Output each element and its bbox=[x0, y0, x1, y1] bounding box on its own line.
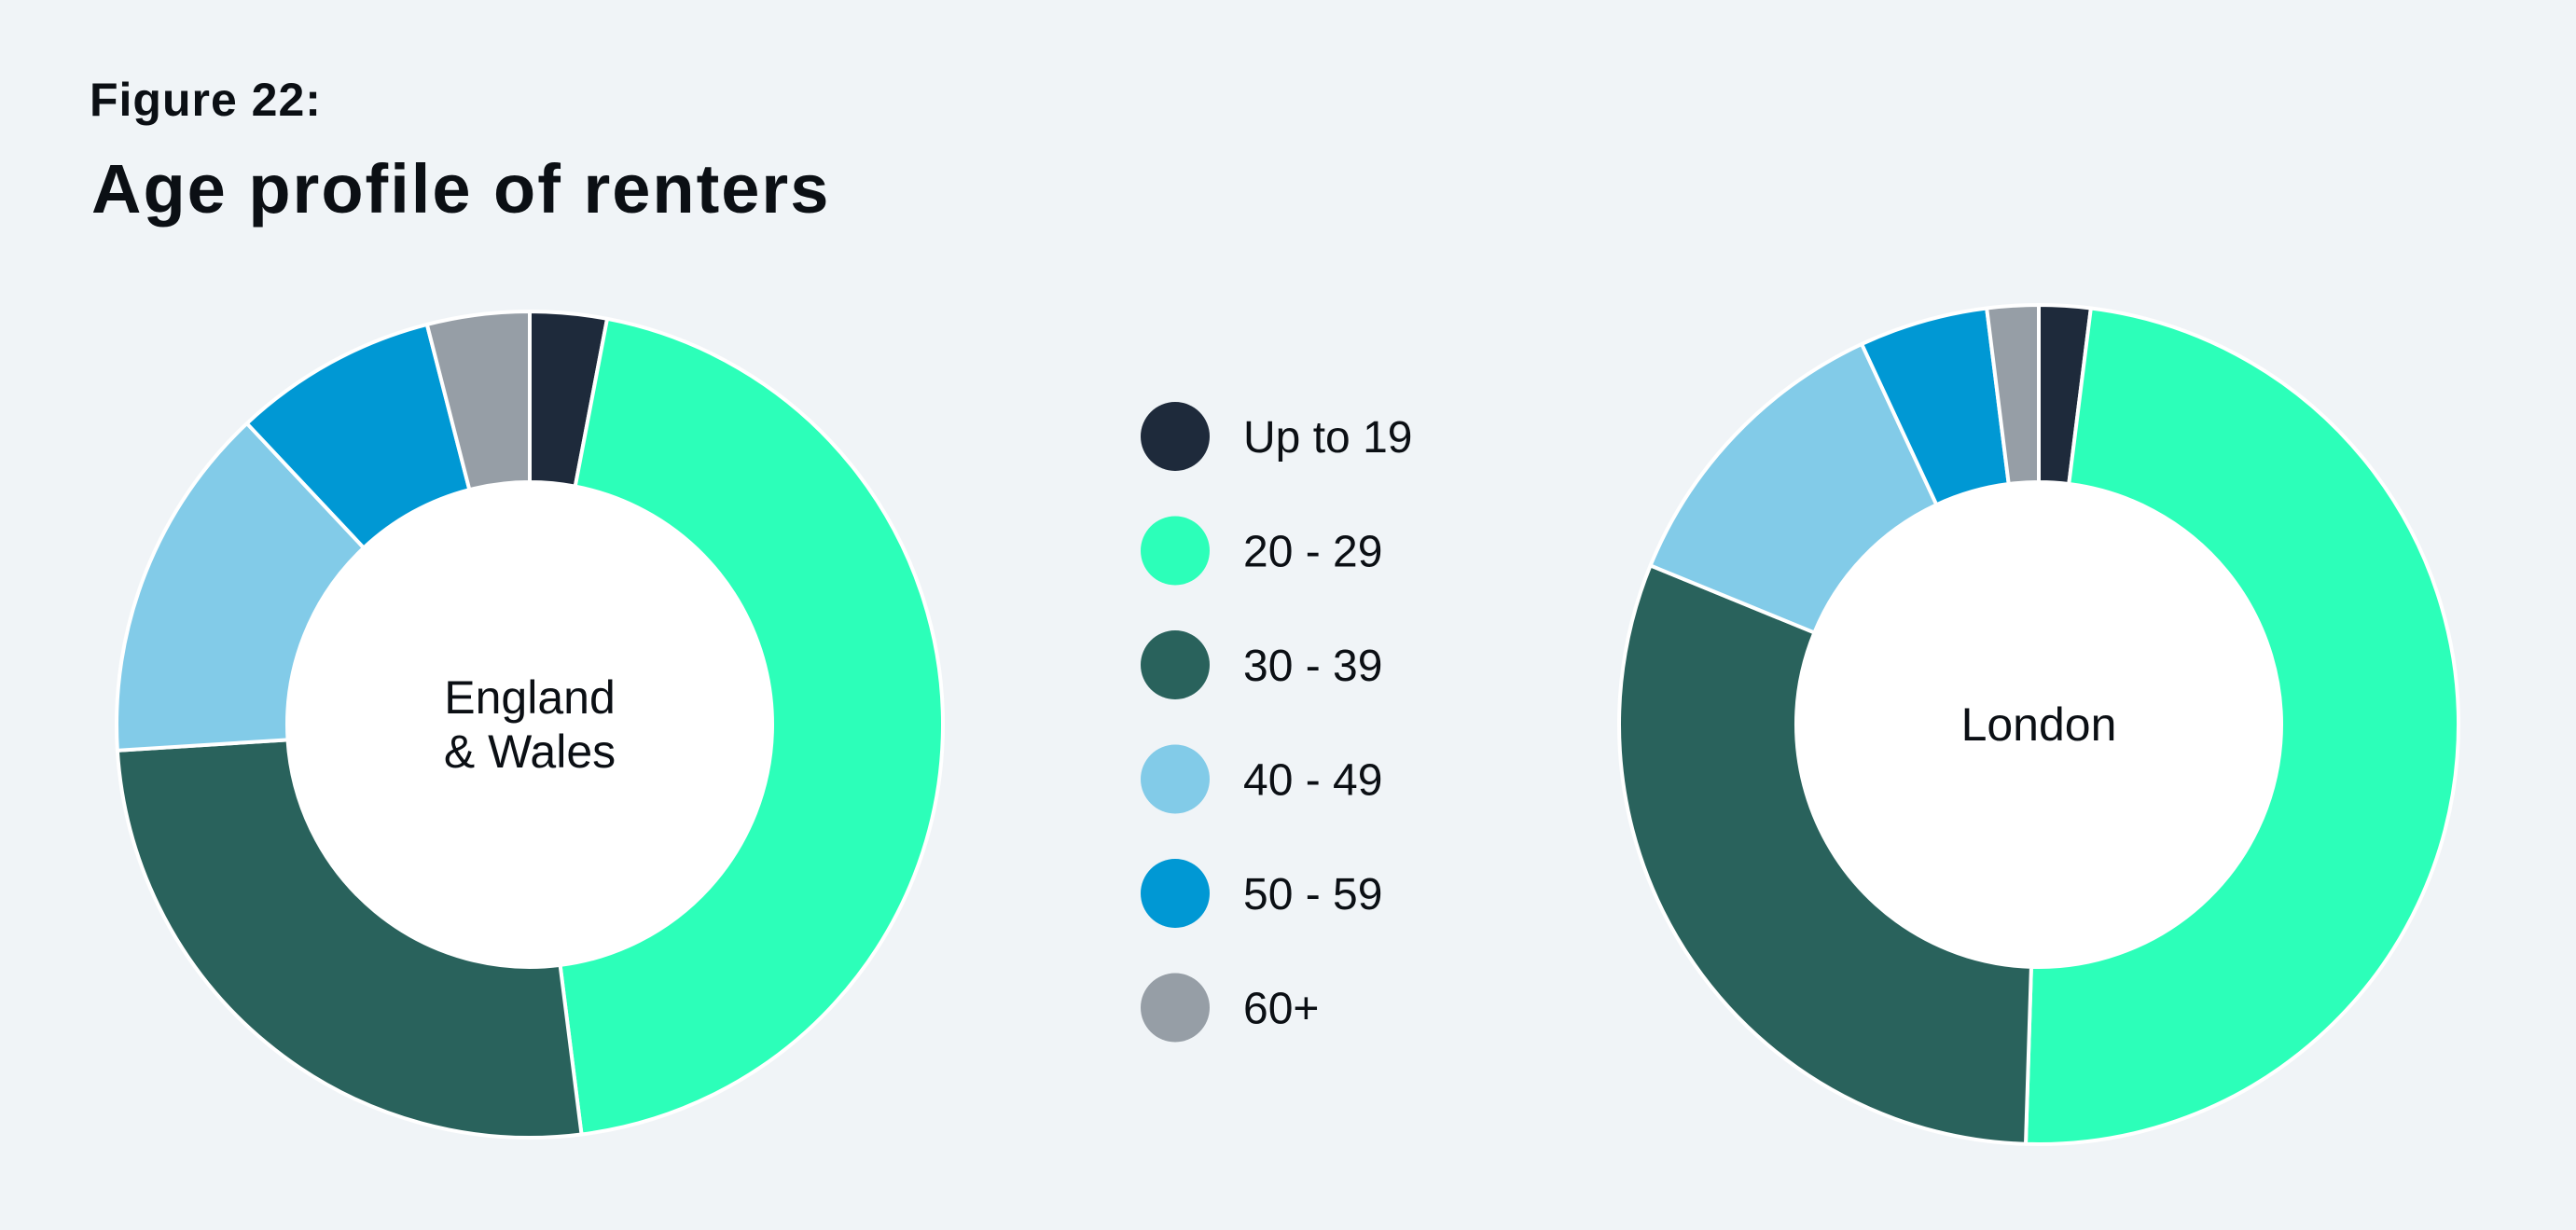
donut-hole bbox=[1796, 482, 2281, 967]
donut-center-label: & Wales bbox=[444, 726, 616, 778]
donut-slice-60 bbox=[424, 310, 532, 492]
legend-swatch-up-to-19 bbox=[1141, 402, 1210, 471]
legend-label-50-59: 50 - 59 bbox=[1243, 870, 1382, 919]
donut-england-wales: England& Wales bbox=[115, 310, 945, 1140]
legend-swatch-60 bbox=[1141, 973, 1210, 1043]
figure-label: Figure 22: bbox=[90, 74, 322, 126]
donut-hole bbox=[287, 482, 772, 967]
legend-label-40-49: 40 - 49 bbox=[1243, 756, 1382, 806]
donut-london: London bbox=[1617, 303, 2460, 1146]
legend-label-30-39: 30 - 39 bbox=[1243, 642, 1382, 691]
chart-title: Age profile of renters bbox=[91, 150, 831, 228]
legend: Up to 19 20 - 29 30 - 39 40 - 49 50 - 59 60+ bbox=[1141, 402, 1412, 1043]
legend-label-60: 60+ bbox=[1243, 985, 1319, 1034]
legend-swatch-30-39 bbox=[1141, 630, 1210, 699]
donut-center-label: England bbox=[444, 671, 616, 724]
legend-swatch-50-59 bbox=[1141, 859, 1210, 928]
donut-center-label: London bbox=[1961, 698, 2117, 751]
legend-label-20-29: 20 - 29 bbox=[1243, 528, 1382, 577]
legend-label-up-to-19: Up to 19 bbox=[1243, 413, 1412, 463]
legend-swatch-40-49 bbox=[1141, 744, 1210, 814]
legend-swatch-20-29 bbox=[1141, 516, 1210, 586]
